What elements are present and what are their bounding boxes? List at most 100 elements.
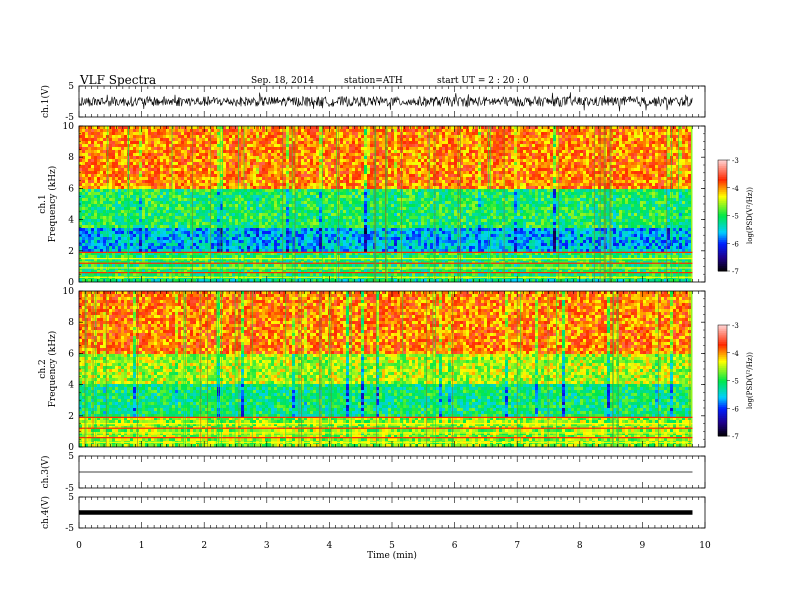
ch1-spectrogram-cell [316,228,319,231]
ch1-spectrogram-cell [640,225,643,228]
ch1-spectrogram-cell [379,264,382,267]
ch1-spectrogram-cell [202,243,205,246]
ch1-spectrogram-cell [298,219,301,222]
ch1-spectrogram-cell [346,237,349,240]
ch1-spectrogram-cell [409,255,412,258]
ch1-spectrogram-cell [463,255,466,258]
ch1-spectrogram-cell [595,237,598,240]
ch1-spectrogram-cell [466,243,469,246]
ch1-spectrogram-cell [313,216,316,219]
ch1-spectrogram-cell [661,249,664,252]
ch1-spectrogram-cell [358,240,361,243]
ch1-spectrogram-cell [100,210,103,213]
ch1-spectrogram-cell [610,213,613,216]
ch1-spectrogram-cell [136,255,139,258]
ch1-spectrogram-cell [85,222,88,225]
ch1-spectrogram-cell [241,240,244,243]
ch1-spectrogram-cell [145,249,148,252]
ch1-spectrogram-cell [610,246,613,249]
ch1-spectrogram-cell [601,249,604,252]
ch1-spectrogram-cell [514,222,517,225]
ch1-spectrogram-cell [196,264,199,267]
ch1-spectrogram-cell [454,228,457,231]
ch1-spectrogram-cell [469,264,472,267]
ch1-spectrogram-cell [139,213,142,216]
ch1-spectrogram-cell [631,231,634,234]
ch1-spectrogram-cell [562,264,565,267]
ch1-spectrogram-cell [652,231,655,234]
ch1-spectrogram-cell [352,249,355,252]
ch1-spectrogram-cell [175,228,178,231]
ch1-spectrogram-cell [553,225,556,228]
ch1-spectrogram-cell [298,225,301,228]
ch1-spectrogram-cell [325,240,328,243]
ch1-spectrogram-cell [589,228,592,231]
ch1-spectrogram-cell [451,213,454,216]
ch1-spectrogram-cell [316,207,319,210]
ch1-spectrogram-cell [568,237,571,240]
ch1-spectrogram-cell [454,273,457,276]
ch1-spectrogram-cell [88,207,91,210]
ch1-spectrogram-cell [253,210,256,213]
ch1-spectrogram-cell [505,255,508,258]
ch1-spectrogram-cell [214,210,217,213]
ch1-spectrogram-cell [547,255,550,258]
ch1-spectrogram-cell [229,225,232,228]
ch1-spectrogram-cell [583,219,586,222]
ch1-spectrogram-cell [640,231,643,234]
ch1-spectrogram-cell [511,273,514,276]
ch1-spectrogram-cell [142,228,145,231]
ch1-spectrogram-cell [520,210,523,213]
ch1-spectrogram-cell [289,207,292,210]
ch1-spectrogram-cell [346,246,349,249]
ch1-spectrogram-cell [211,255,214,258]
ch1-spectrogram-cell [403,243,406,246]
ch1-spectrogram-cell [520,279,523,282]
ch1-spectrogram-cell [226,246,229,249]
ch1-spectrogram-cell [316,255,319,258]
ch1-spectrogram-cell [274,225,277,228]
ch1-spectrogram-cell [169,246,172,249]
ch1-spectrogram-cell [493,249,496,252]
ch1-spectrogram-cell [484,243,487,246]
ch1-spectrogram-cell [382,213,385,216]
ch1-spectrogram-cell [445,210,448,213]
ch1-spectrogram-cell [601,273,604,276]
ch1-spectrogram-cell [217,225,220,228]
ch1-spectrogram-cell [151,216,154,219]
ch1-spectrogram-cell [133,213,136,216]
ch1-spectrogram-cell [394,231,397,234]
ch1-spectrogram-cell [118,273,121,276]
ch1-spectrogram-cell [448,246,451,249]
ch1-spectrogram-cell [205,207,208,210]
ch1-spectrogram-cell [304,219,307,222]
ch1-spectrogram-cell [628,213,631,216]
ch1-spectrogram-cell [298,279,301,282]
ch1-spectrogram-cell [451,228,454,231]
ch1-spectrogram-cell [379,228,382,231]
ch1-spectrogram-cell [661,237,664,240]
ch1-spectrogram-cell [97,222,100,225]
ch1-spectrogram-cell [508,234,511,237]
ch1-spectrogram-cell [262,246,265,249]
ch1-spectrogram-cell [118,213,121,216]
ch1-spectrogram-cell [613,255,616,258]
ch1-spectrogram-cell [79,231,82,234]
ch1-spectrogram-cell [103,279,106,282]
ch1-spectrogram-cell [472,273,475,276]
ch1-spectrogram-cell [100,222,103,225]
ch1-spectrogram-cell [187,207,190,210]
ch1-spectrogram-cell [475,240,478,243]
ch1-spectrogram-cell [538,219,541,222]
ch1-spectrogram-cell [688,237,691,240]
ch1-spectrogram-cell [355,231,358,234]
ch1-spectrogram-cell [553,264,556,267]
ch1-spectrogram-cell [85,240,88,243]
ch1-spectrogram-cell [388,246,391,249]
ch1-spectrogram-cell [79,255,82,258]
ch1-spectrogram-cell [409,222,412,225]
ch1-spectrogram-cell [538,246,541,249]
ch1-spectrogram-cell [118,225,121,228]
ch1-spectrogram-cell [187,231,190,234]
ch1-spectrogram-cell [667,213,670,216]
